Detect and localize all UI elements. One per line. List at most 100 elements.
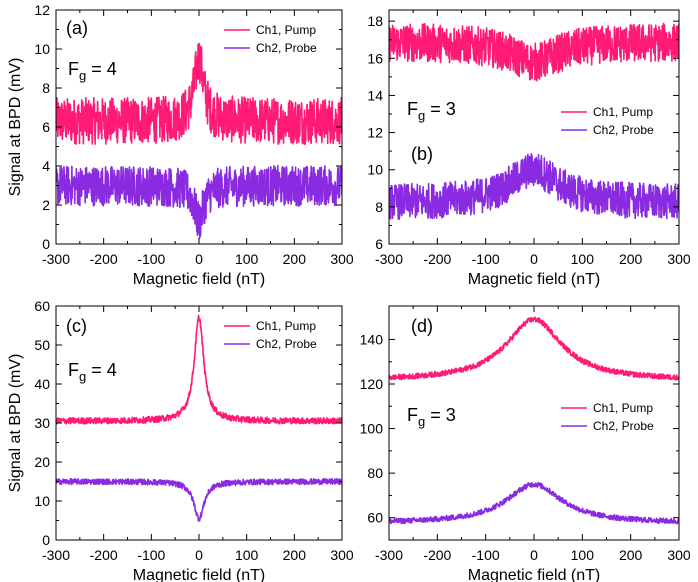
- fg-symbol: F: [407, 405, 418, 425]
- y-tick-label: 16: [367, 50, 383, 66]
- y-tick-label: 0: [42, 532, 50, 548]
- y-tick-label: 6: [375, 236, 383, 252]
- y-tick-label: 10: [367, 162, 383, 178]
- panel-label: (b): [411, 144, 433, 164]
- panel-1: -300 -200 -100 0 100 200 300 6 8 10 12 14 16 18 Magnet…: [367, 9, 691, 288]
- x-tick-label: -300: [375, 251, 403, 267]
- y-tick-label: 6: [42, 119, 50, 135]
- series-line-1: [389, 481, 679, 525]
- x-axis-label: Magnetic field (nT): [468, 567, 601, 582]
- fg-value: = 3: [425, 405, 456, 425]
- x-tick-label: 200: [283, 547, 307, 563]
- y-tick-label: 120: [360, 376, 384, 392]
- series-line-0: [389, 22, 679, 82]
- fg-annotation: Fg = 4: [68, 59, 117, 83]
- y-axis-label: Signal at BPD (mV): [7, 58, 24, 197]
- x-tick-label: 300: [667, 251, 691, 267]
- panel-2: -300 -200 -100 0 100 200 300 0 10 20 30 40 50 60 Magne…: [7, 298, 354, 582]
- fg-symbol: F: [68, 360, 79, 380]
- x-tick-label: 300: [330, 251, 354, 267]
- fg-symbol: F: [407, 99, 418, 119]
- legend-entry: Ch2, Probe: [593, 123, 654, 137]
- panel-3: -300 -200 -100 0 100 200 300 60 80 100 120 140 Magne…: [360, 305, 691, 582]
- fg-value: = 3: [425, 99, 456, 119]
- x-tick-label: -200: [90, 251, 118, 267]
- x-axis-label: Magnetic field (nT): [133, 271, 266, 288]
- y-tick-label: 140: [360, 331, 384, 347]
- fg-symbol: F: [68, 59, 79, 79]
- fg-subscript: g: [79, 68, 86, 83]
- fg-annotation: Fg = 3: [407, 99, 456, 123]
- x-tick-label: -100: [137, 251, 165, 267]
- x-tick-label: 100: [235, 251, 259, 267]
- legend-entry: Ch2, Probe: [256, 337, 317, 351]
- legend-entry: Ch1, Pump: [256, 319, 316, 333]
- y-tick-label: 30: [34, 415, 50, 431]
- y-tick-label: 60: [367, 510, 383, 526]
- y-tick-label: 2: [42, 197, 50, 213]
- x-tick-label: -300: [42, 547, 70, 563]
- y-tick-label: 8: [375, 199, 383, 215]
- fg-annotation: Fg = 3: [407, 405, 456, 429]
- fg-subscript: g: [418, 108, 425, 123]
- series-line-1: [56, 477, 342, 522]
- x-tick-label: 100: [235, 547, 259, 563]
- x-tick-label: 0: [195, 547, 203, 563]
- legend-entry: Ch2, Probe: [593, 419, 654, 433]
- fg-subscript: g: [79, 369, 86, 384]
- y-tick-label: 80: [367, 465, 383, 481]
- x-tick-label: 200: [619, 547, 643, 563]
- x-tick-label: 0: [195, 251, 203, 267]
- x-tick-label: -100: [472, 251, 500, 267]
- y-tick-label: 4: [42, 158, 50, 174]
- x-tick-label: 100: [571, 251, 595, 267]
- legend-entry: Ch1, Pump: [593, 401, 653, 415]
- y-axis-label: Signal at BPD (mV): [7, 354, 24, 493]
- series-line-0: [56, 42, 342, 146]
- x-tick-label: 300: [330, 547, 354, 563]
- x-tick-label: -300: [42, 251, 70, 267]
- legend-entry: Ch1, Pump: [256, 23, 316, 37]
- y-tick-label: 10: [34, 493, 50, 509]
- panel-0: -300 -200 -100 0 100 200 300 0 2 4 6 8 10 12 Magnetic …: [7, 2, 354, 288]
- legend-entry: Ch2, Probe: [256, 41, 317, 55]
- x-tick-label: -300: [375, 547, 403, 563]
- panel-label: (c): [66, 316, 87, 336]
- y-tick-label: 12: [34, 2, 50, 18]
- series-line-0: [56, 314, 342, 425]
- x-tick-label: 100: [571, 547, 595, 563]
- x-tick-label: -100: [137, 547, 165, 563]
- y-tick-label: 12: [367, 125, 383, 141]
- y-tick-label: 14: [367, 87, 383, 103]
- y-tick-label: 10: [34, 41, 50, 57]
- x-tick-label: 0: [530, 251, 538, 267]
- series-line-1: [389, 152, 679, 221]
- y-tick-label: 60: [34, 298, 50, 314]
- series-line-1: [56, 164, 342, 239]
- y-tick-label: 40: [34, 376, 50, 392]
- fg-value: = 4: [86, 59, 117, 79]
- fg-annotation: Fg = 4: [68, 360, 117, 384]
- x-tick-label: -200: [90, 547, 118, 563]
- x-tick-label: 0: [530, 547, 538, 563]
- panel-label: (d): [411, 316, 433, 336]
- fg-subscript: g: [418, 414, 425, 429]
- y-tick-label: 0: [42, 236, 50, 252]
- x-axis-label: Magnetic field (nT): [133, 567, 266, 582]
- y-tick-label: 100: [360, 421, 384, 437]
- x-tick-label: 200: [283, 251, 307, 267]
- x-tick-label: 200: [619, 251, 643, 267]
- y-tick-label: 50: [34, 337, 50, 353]
- legend-entry: Ch1, Pump: [593, 105, 653, 119]
- x-tick-label: -200: [423, 251, 451, 267]
- y-tick-label: 8: [42, 80, 50, 96]
- panel-label: (a): [66, 18, 88, 38]
- x-tick-label: -200: [423, 547, 451, 563]
- y-tick-label: 20: [34, 454, 50, 470]
- fg-value: = 4: [86, 360, 117, 380]
- x-tick-label: -100: [472, 547, 500, 563]
- series-line-0: [389, 316, 679, 381]
- y-tick-label: 18: [367, 13, 383, 29]
- x-axis-label: Magnetic field (nT): [468, 271, 601, 288]
